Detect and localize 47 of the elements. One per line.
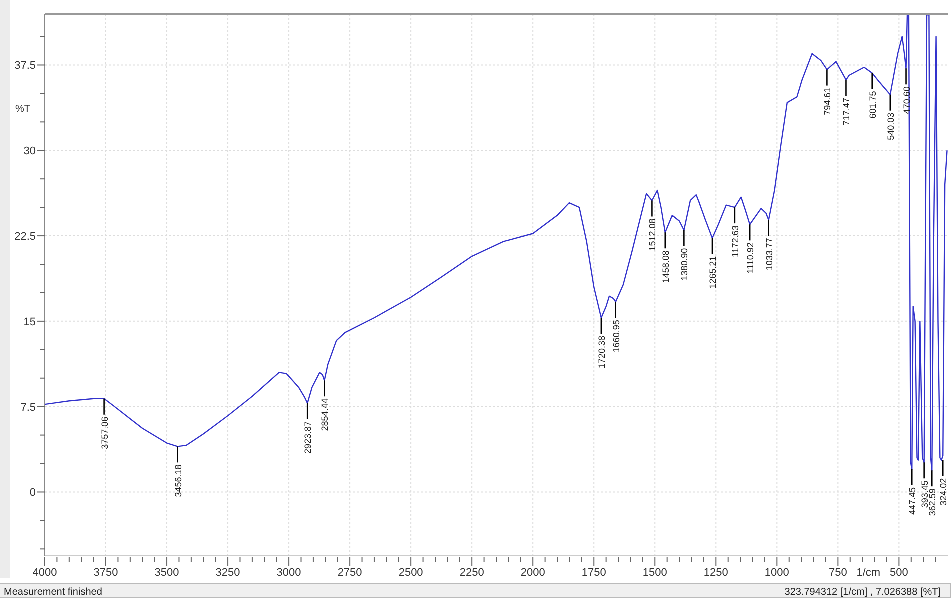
x-axis-title: 1/cm: [856, 567, 881, 579]
annotation: 1172.63: [730, 226, 740, 258]
annotation: 601.75: [868, 91, 878, 119]
x-tick-label: 3250: [216, 567, 240, 579]
annotation: 540.03: [886, 112, 896, 140]
y-axis-title: %T: [16, 104, 30, 115]
text: Measurement finished: [4, 587, 102, 598]
x-tick-label: 1000: [764, 567, 790, 579]
x-tick-label: 750: [828, 567, 848, 579]
annotation: 324.02: [938, 478, 949, 506]
x-tick-label: 4000: [32, 567, 58, 579]
x-tick-label: 3750: [94, 567, 118, 579]
y-tick-label: 15: [24, 316, 36, 328]
annotation: 717.47: [842, 98, 852, 126]
annotation: 393.45: [920, 480, 930, 508]
annotation: 794.61: [822, 88, 833, 116]
x-tick-label: 3500: [154, 567, 180, 579]
annotation: 1660.95: [611, 320, 622, 353]
x-tick-label: 3000: [276, 567, 302, 579]
annotation: 447.45: [908, 487, 918, 515]
x-tick-label: 500: [890, 567, 908, 579]
x-tick-label: 2750: [338, 567, 362, 579]
annotation: 1380.90: [680, 248, 690, 281]
annotation: 1458.08: [660, 250, 671, 284]
annotation: 362.59: [928, 488, 938, 516]
annotation: 1110.92: [746, 242, 756, 274]
annotation: 2923.87: [303, 421, 314, 454]
x-tick-label: 1250: [704, 567, 728, 579]
annotation: 3757.06: [100, 416, 110, 450]
annotation: 1033.77: [764, 238, 774, 271]
annotation: 2854.44: [320, 398, 330, 432]
y-tick-label: 30: [24, 146, 36, 158]
x-tick-label: 1500: [642, 567, 668, 579]
x-tick-label: 2500: [398, 567, 424, 579]
y-tick-label: 37.5: [14, 60, 36, 72]
x-tick-label: 2250: [460, 567, 484, 579]
x-tick-label: 1750: [582, 567, 606, 579]
annotation: 470.60: [902, 86, 912, 114]
annotation: 1265.21: [708, 256, 718, 289]
text: 323.794312 [1/cm] , 7.026388 [%T]: [784, 587, 942, 598]
x-tick-label: 2000: [520, 567, 546, 579]
annotation: 3456.18: [173, 464, 184, 498]
y-tick-label: 0: [30, 487, 36, 500]
annotation: 1720.38: [596, 336, 607, 369]
y-tick-label: 7.5: [20, 402, 36, 414]
y-tick-label: 22.5: [14, 231, 36, 244]
annotation: 1512.08: [648, 218, 658, 252]
